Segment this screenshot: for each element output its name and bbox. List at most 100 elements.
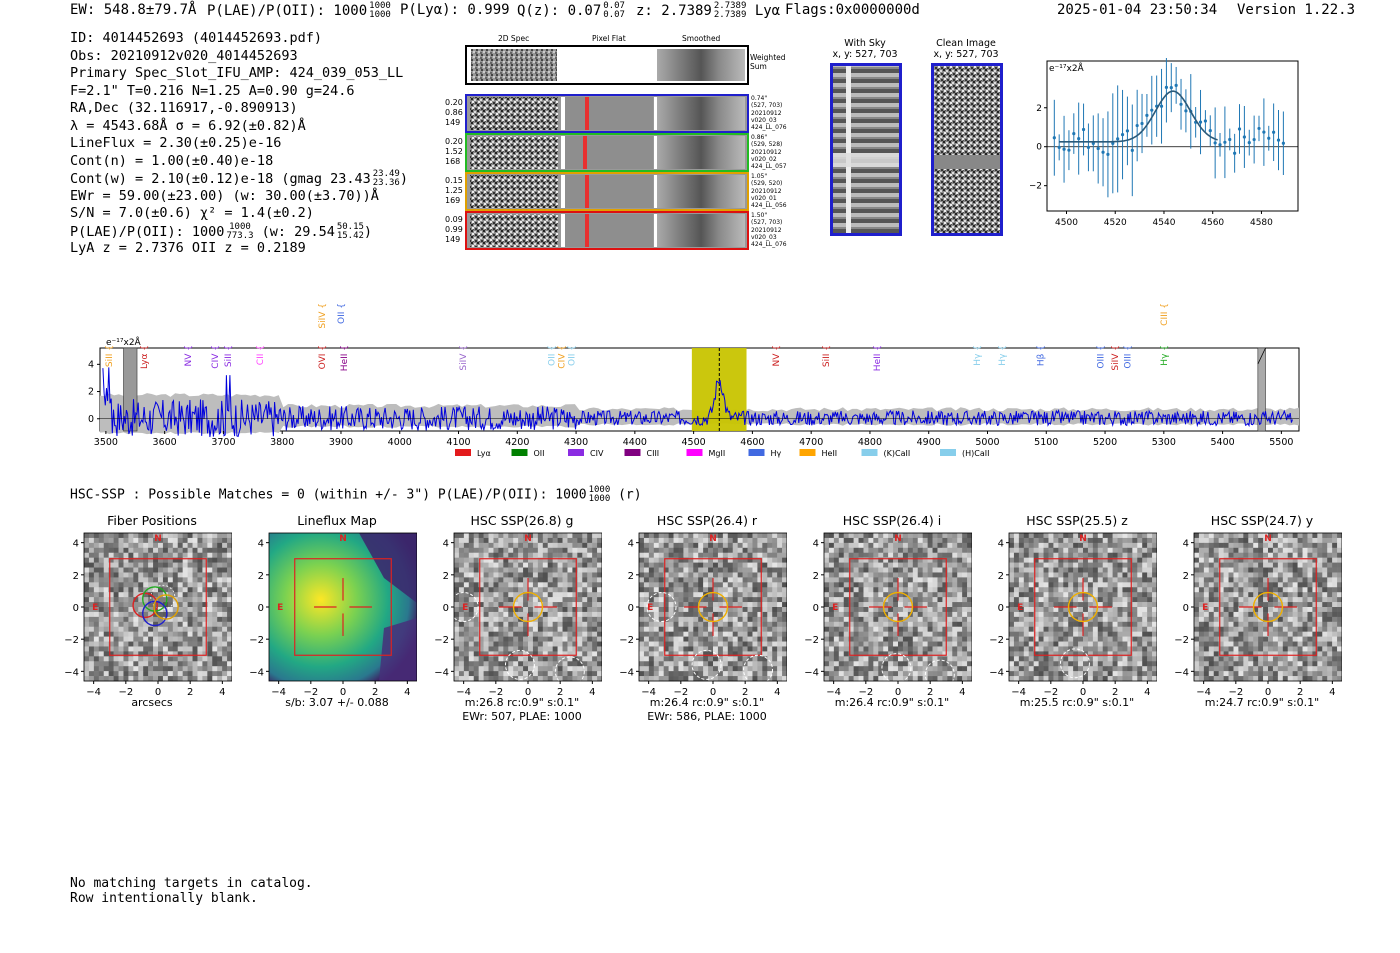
pixel	[1068, 537, 1074, 544]
pixel	[207, 641, 213, 647]
pixel	[1107, 547, 1113, 554]
pixel	[668, 602, 674, 608]
pixel	[952, 641, 958, 647]
pixel	[1152, 567, 1157, 573]
pixel	[752, 582, 758, 588]
pixel	[693, 582, 699, 588]
pixel	[828, 577, 835, 583]
pixel	[693, 646, 699, 652]
pixel	[868, 631, 874, 637]
pixel	[663, 552, 669, 558]
pixel	[648, 537, 655, 544]
pixel	[222, 651, 228, 657]
pixel	[1092, 552, 1099, 558]
east-label: E	[277, 603, 283, 613]
pixel	[493, 631, 499, 637]
pixel	[678, 666, 684, 672]
pixel	[108, 666, 114, 672]
pixel	[458, 562, 465, 568]
pixel	[1033, 562, 1039, 568]
pixel	[1087, 552, 1094, 558]
pixel	[722, 621, 729, 628]
pixel	[597, 651, 602, 657]
pixel	[757, 616, 763, 623]
pixel	[1102, 607, 1108, 613]
contw-lo: 23.36	[372, 178, 400, 188]
pixel	[1152, 592, 1157, 598]
pixel	[1048, 597, 1054, 603]
pixel	[222, 587, 228, 593]
pixel	[143, 577, 149, 583]
pixel	[98, 587, 105, 593]
pixel	[587, 661, 593, 667]
spectral-line-label: OII {	[547, 345, 557, 366]
pixel	[853, 611, 859, 618]
pixel	[1112, 661, 1118, 667]
pixel	[192, 626, 198, 632]
pixel	[1122, 661, 1128, 667]
pixel	[1092, 577, 1099, 583]
clean-image-cutout	[931, 63, 1003, 236]
pixel	[582, 676, 588, 682]
pixel	[902, 661, 909, 667]
pixel	[863, 592, 869, 598]
pixel	[742, 616, 748, 623]
pixel	[962, 651, 968, 657]
pixel	[523, 533, 529, 539]
panel-ytick-label: 4	[73, 539, 79, 550]
pixel	[143, 547, 149, 554]
spectral-line-label: OVI {	[318, 345, 328, 369]
pixel	[737, 537, 743, 544]
pixel	[1097, 621, 1104, 628]
pixel	[922, 676, 928, 682]
pixel	[162, 557, 169, 563]
pixel	[532, 557, 539, 563]
pixel	[838, 671, 845, 677]
pixel	[222, 582, 228, 588]
pixel	[698, 631, 704, 637]
pixel	[824, 641, 830, 647]
pixel	[853, 592, 859, 598]
pixel	[458, 547, 465, 554]
pixel	[1048, 577, 1054, 583]
pixel	[88, 547, 95, 554]
pixel	[907, 557, 914, 563]
panel-ytick-label: −2	[619, 635, 634, 646]
pixel	[587, 562, 593, 568]
zoom-point	[1252, 137, 1256, 142]
qz-fraction: 0.07 0.07	[603, 2, 625, 20]
pixel	[863, 611, 869, 618]
pixel	[772, 577, 778, 583]
pixel	[732, 557, 738, 563]
pixel	[572, 552, 578, 558]
pixel	[1023, 597, 1030, 603]
pixel	[937, 646, 943, 652]
pixel	[937, 676, 943, 682]
pixel	[828, 537, 835, 544]
pixel	[1068, 552, 1074, 558]
legend-swatch	[940, 449, 956, 456]
pixel	[673, 641, 679, 647]
pixel	[108, 557, 114, 563]
pixel	[458, 626, 465, 632]
pixel	[128, 631, 134, 637]
pixel	[493, 602, 499, 608]
pixel	[967, 626, 972, 632]
panel-ytick-label: 0	[443, 603, 449, 614]
pixel	[1063, 572, 1069, 578]
pixel	[737, 646, 743, 652]
pixel	[592, 676, 598, 682]
pixel	[683, 542, 689, 549]
pixel	[123, 547, 129, 554]
pixel	[878, 547, 884, 554]
legend-label: CIV	[590, 449, 604, 458]
pixel	[552, 626, 558, 632]
pixel	[942, 607, 948, 613]
pixel	[143, 616, 149, 623]
pixel	[693, 572, 699, 578]
pixel	[567, 671, 573, 677]
pixel	[227, 671, 232, 677]
pixel	[587, 552, 593, 558]
pixel	[848, 547, 854, 554]
pixel	[868, 621, 874, 628]
